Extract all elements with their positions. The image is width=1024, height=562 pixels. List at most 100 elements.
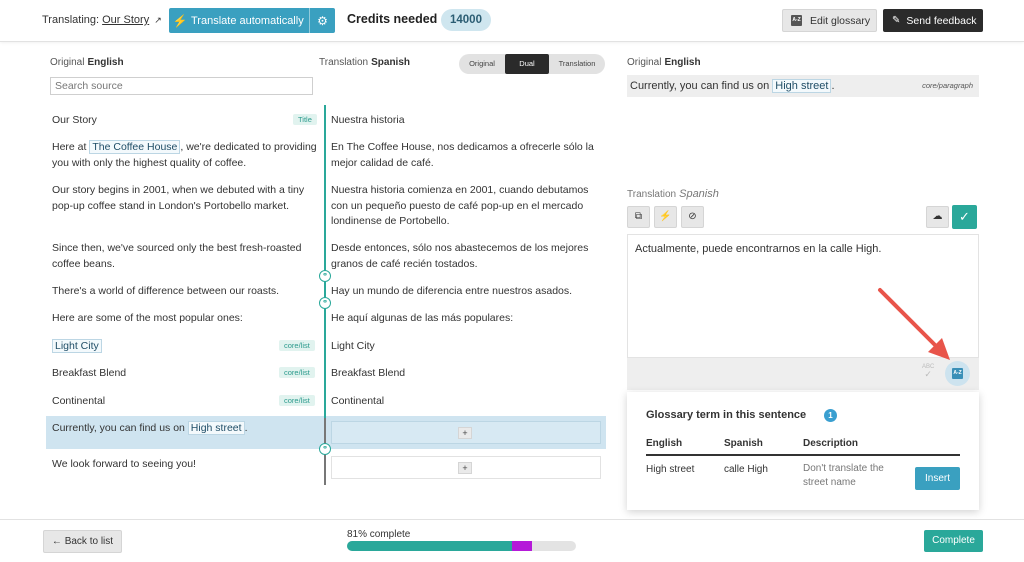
bottom-bar — [0, 519, 1024, 562]
source-text: , we're dedicated to providing you with … — [52, 141, 317, 169]
copy-icon: ⧉ — [634, 211, 643, 222]
glossary-term-spanish: calle High — [724, 464, 768, 475]
search-input[interactable]: Search source — [50, 77, 313, 95]
pencil-icon: ✎ — [892, 15, 901, 26]
link-segments-icon[interactable]: ⚭ — [319, 443, 331, 455]
send-feedback-label: Send feedback — [906, 14, 977, 27]
view-translation-option[interactable]: Translation — [558, 59, 596, 68]
detail-translation-lang: Spanish — [679, 188, 719, 200]
detail-original-post: . — [831, 80, 835, 92]
glossary-col-english: English — [646, 438, 683, 449]
progress-fill — [347, 541, 512, 551]
target-segment[interactable]: Nuestra historia comienza en 2001, cuand… — [331, 184, 589, 227]
glossary-title: Glossary term in this sentence — [646, 409, 807, 421]
target-segment[interactable]: En The Coffee House, nos dedicamos a ofr… — [331, 141, 594, 169]
progress-label: 81% complete — [347, 529, 411, 540]
source-segment[interactable]: Breakfast Blend — [52, 367, 127, 379]
translation-textarea[interactable]: Actualmente, puede encontrarnos en la ca… — [627, 234, 979, 358]
glossary-term-highlight[interactable]: The Coffee House — [89, 140, 181, 154]
source-text: Here at — [52, 141, 90, 153]
lightning-icon: ⚡ — [172, 13, 188, 28]
glossary-az-icon: A-Z — [952, 368, 963, 379]
machine-translate-button[interactable]: ⚡ — [654, 206, 677, 228]
upload-button[interactable]: ☁ — [926, 206, 949, 228]
translating-label: Translating: — [42, 14, 100, 26]
block-type-tag: core/list — [279, 395, 315, 406]
button-divider — [309, 8, 310, 33]
detail-translation-header: Translation Spanish — [627, 188, 719, 200]
target-segment[interactable]: Breakfast Blend — [331, 367, 406, 379]
view-dual-option[interactable]: Dual — [505, 54, 549, 74]
glossary-term-highlight[interactable]: Light City — [52, 339, 102, 353]
translation-toolbar — [627, 358, 979, 390]
translate-automatically-label: Translate automatically — [191, 14, 304, 27]
confirm-translation-button[interactable]: ✓ — [952, 205, 977, 229]
source-text: . — [244, 422, 248, 434]
source-segment[interactable]: Our Story — [52, 114, 97, 126]
original-column-header: Original English — [50, 57, 124, 68]
spellcheck-button[interactable]: ABC ✓ — [922, 364, 934, 380]
back-to-list-button[interactable]: ← Back to list — [43, 530, 122, 553]
translation-column-header: Translation Spanish — [319, 57, 410, 68]
edit-glossary-button[interactable]: A-Z Edit glossary — [782, 9, 877, 32]
glossary-count-badge: 1 — [824, 409, 837, 422]
edit-glossary-label: Edit glossary — [810, 14, 871, 27]
original-label: Original — [50, 57, 85, 68]
glossary-term-highlight[interactable]: High street — [772, 79, 832, 93]
target-segment[interactable]: Continental — [331, 395, 385, 407]
translate-automatically-button[interactable]: ⚡ Translate automatically ⚙ — [169, 8, 335, 33]
detail-original-text: Currently, you can find us on High stree… — [627, 75, 979, 97]
target-segment[interactable]: Light City — [331, 340, 375, 352]
detail-translation-label: Translation — [627, 189, 677, 200]
translation-lang: Spanish — [371, 57, 411, 68]
target-segment[interactable]: He aquí algunas de las más populares: — [331, 312, 514, 324]
send-feedback-button[interactable]: ✎ Send feedback — [883, 9, 983, 32]
source-segment[interactable]: Here are some of the most popular ones: — [52, 312, 243, 324]
block-type-tag: core/list — [279, 367, 315, 378]
copy-original-button[interactable]: ⧉ — [627, 206, 650, 228]
row-divider-line — [324, 105, 326, 485]
source-text: Currently, you can find us on — [52, 422, 188, 434]
hide-button[interactable]: ⊘ — [681, 206, 704, 228]
source-segment[interactable]: There's a world of difference between ou… — [52, 285, 280, 297]
target-segment[interactable]: Hay un mundo de diferencia entre nuestro… — [331, 285, 573, 297]
source-segment[interactable]: Our story begins in 2001, when we debute… — [52, 184, 305, 212]
annotation-arrow-icon — [878, 288, 950, 360]
glossary-term-highlight[interactable]: High street — [187, 421, 245, 435]
target-segment[interactable]: Nuestra historia — [331, 114, 405, 126]
source-segment[interactable]: Continental — [52, 395, 106, 407]
view-original-option[interactable]: Original — [469, 59, 495, 68]
top-bar: Translating: Our Story ↗ ⚡ Translate aut… — [0, 0, 1024, 42]
complete-button[interactable]: Complete — [924, 530, 983, 552]
detail-original-lang: English — [664, 57, 701, 68]
cloud-upload-icon: ☁ — [932, 211, 943, 222]
view-mode-toggle: Original Dual Translation — [459, 54, 605, 74]
source-segment[interactable]: Light City — [52, 339, 320, 355]
block-type-tag: core/list — [279, 340, 315, 351]
glossary-toggle-button[interactable]: A-Z — [945, 361, 970, 386]
glossary-term-description: Don't translate the street name — [803, 463, 884, 488]
progress-pending-fill — [511, 541, 533, 551]
check-icon: ✓ — [924, 369, 932, 379]
add-translation-button[interactable]: + — [458, 427, 472, 439]
external-link-icon[interactable]: ↗ — [154, 15, 162, 25]
gear-icon[interactable]: ⚙ — [317, 13, 328, 28]
link-segments-icon[interactable]: ⚭ — [319, 270, 331, 282]
source-segment[interactable]: We look forward to seeing you! — [52, 458, 196, 470]
detail-original-label: Original — [627, 57, 662, 68]
glossary-term-english: High street — [646, 464, 695, 475]
add-translation-button[interactable]: + — [458, 462, 472, 474]
insert-term-button[interactable]: Insert — [915, 467, 960, 490]
detail-original-pre: Currently, you can find us on — [630, 80, 773, 92]
block-type-label: core/paragraph — [922, 81, 973, 90]
source-segment-selected[interactable]: Currently, you can find us on High stree… — [52, 421, 320, 437]
link-segments-icon[interactable]: ⚭ — [319, 297, 331, 309]
source-segment[interactable]: Since then, we've sourced only the best … — [52, 242, 302, 270]
credits-badge: 14000 — [441, 9, 491, 31]
block-type-tag: Title — [293, 114, 317, 125]
detail-original-header: Original English — [627, 57, 701, 68]
original-lang: English — [87, 57, 124, 68]
source-segment[interactable]: Here at The Coffee House, we're dedicate… — [52, 140, 320, 171]
project-link[interactable]: Our Story — [102, 14, 150, 26]
target-segment[interactable]: Desde entonces, sólo nos abastecemos de … — [331, 242, 589, 270]
